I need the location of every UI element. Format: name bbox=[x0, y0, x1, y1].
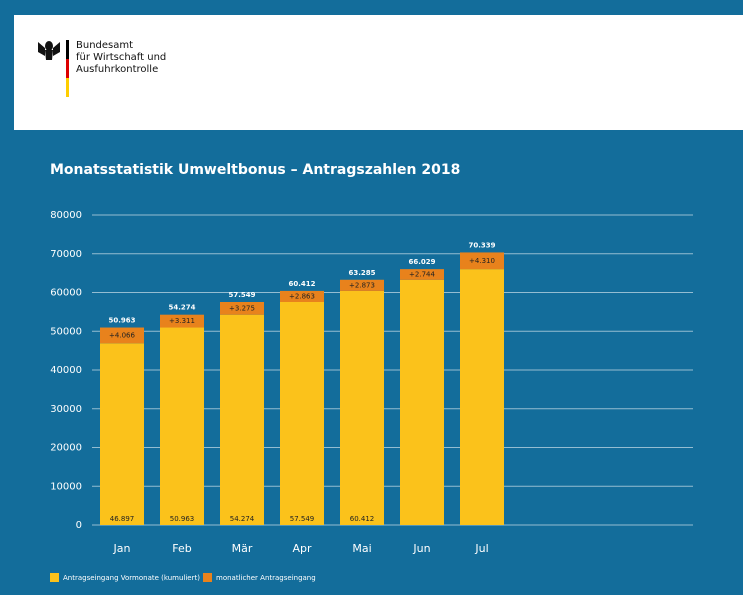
value-label: +4.066 bbox=[109, 331, 135, 339]
total-label: 50.963 bbox=[108, 317, 135, 325]
bar-segment bbox=[340, 279, 384, 291]
header-line: für Wirtschaft und bbox=[76, 52, 166, 63]
y-tick-label: 40000 bbox=[50, 365, 82, 376]
legend-swatch bbox=[203, 573, 212, 582]
value-label: 60.412 bbox=[350, 515, 375, 523]
bar-segment bbox=[160, 314, 204, 328]
value-label: +4.310 bbox=[469, 257, 495, 265]
y-tick-label: 10000 bbox=[50, 481, 82, 492]
y-tick-label: 50000 bbox=[50, 326, 82, 337]
total-label: 66.029 bbox=[408, 258, 435, 266]
total-label: 54.274 bbox=[168, 304, 195, 312]
bar-segment bbox=[460, 269, 504, 525]
value-label: 46.897 bbox=[110, 515, 135, 523]
value-label: 57.549 bbox=[290, 515, 315, 523]
value-label: +3.275 bbox=[229, 304, 255, 312]
flag-red bbox=[66, 59, 69, 78]
bar-segment bbox=[280, 301, 324, 525]
legend-swatch bbox=[50, 573, 59, 582]
x-tick-label: Jan bbox=[113, 542, 131, 555]
x-tick-label: Jun bbox=[412, 542, 430, 555]
bar-segment bbox=[160, 327, 204, 525]
eagle-logo bbox=[38, 41, 60, 60]
value-label: +2.744 bbox=[409, 270, 435, 278]
y-tick-label: 30000 bbox=[50, 404, 82, 415]
total-label: 70.339 bbox=[468, 241, 495, 249]
chart-title: Monatsstatistik Umweltbonus – Antragszah… bbox=[50, 162, 460, 178]
x-tick-label: Feb bbox=[172, 542, 191, 555]
bar-segment bbox=[460, 252, 504, 270]
bar-segment bbox=[220, 301, 264, 315]
bar-segment bbox=[400, 279, 444, 525]
value-label: 50.963 bbox=[170, 515, 195, 523]
bar-segment bbox=[280, 290, 324, 302]
total-label: 63.285 bbox=[348, 269, 375, 277]
value-label: +3.311 bbox=[169, 317, 195, 325]
legend-label: Antragseingang Vormonate (kumuliert) bbox=[63, 574, 200, 582]
y-tick-label: 20000 bbox=[50, 443, 82, 454]
x-tick-label: Mär bbox=[232, 542, 253, 555]
y-tick-label: 0 bbox=[76, 520, 82, 531]
header-line: Bundesamt bbox=[76, 40, 133, 51]
total-label: 57.549 bbox=[228, 291, 255, 299]
y-tick-label: 80000 bbox=[50, 210, 82, 221]
y-tick-label: 60000 bbox=[50, 288, 82, 299]
bar-segment bbox=[220, 314, 264, 525]
x-tick-label: Jul bbox=[474, 542, 488, 555]
y-tick-label: 70000 bbox=[50, 249, 82, 260]
bar-segment bbox=[100, 327, 144, 344]
legend-label: monatlicher Antragseingang bbox=[216, 574, 316, 582]
value-label: +2.863 bbox=[289, 292, 315, 300]
header-line: Ausfuhrkontrolle bbox=[76, 64, 158, 75]
x-tick-label: Apr bbox=[292, 542, 312, 555]
bar-segment bbox=[100, 343, 144, 525]
value-label: 54.274 bbox=[230, 515, 255, 523]
x-tick-label: Mai bbox=[352, 542, 371, 555]
bar-segment bbox=[400, 269, 444, 280]
flag-gold bbox=[66, 78, 69, 97]
header-bar bbox=[14, 15, 743, 130]
bar-segment bbox=[340, 290, 384, 525]
total-label: 60.412 bbox=[288, 280, 315, 288]
flag-black bbox=[66, 40, 69, 59]
value-label: +2.873 bbox=[349, 281, 375, 289]
